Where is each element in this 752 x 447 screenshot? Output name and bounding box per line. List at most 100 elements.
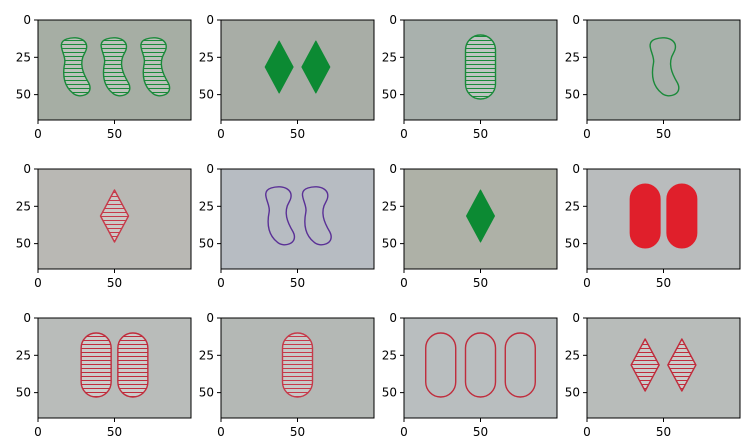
y-tick-label: 0 [23, 311, 31, 325]
x-tick-label: 0 [217, 276, 225, 290]
x-tick-label: 0 [34, 425, 42, 439]
x-tick-label: 0 [583, 276, 591, 290]
oval-symbol [117, 332, 149, 398]
oval-symbol [464, 34, 497, 100]
card-photo [587, 20, 740, 120]
y-tick-label: 0 [206, 13, 214, 27]
squiggle-symbol [649, 37, 680, 97]
y-tick-label: 50 [16, 386, 31, 400]
x-tick-label: 50 [656, 425, 671, 439]
oval-symbol [425, 332, 457, 398]
y-tick-label: 0 [389, 13, 397, 27]
x-tick-label: 0 [34, 276, 42, 290]
y-tick-label: 25 [382, 50, 397, 64]
x-tick-label: 0 [34, 127, 42, 141]
x-tick-label: 50 [107, 276, 122, 290]
x-tick-label: 50 [290, 425, 305, 439]
tile-two-diamond-red-striped: 0 25 50 0 50 [565, 311, 741, 439]
y-tick-label: 0 [206, 311, 214, 325]
card-photo [221, 169, 374, 269]
tile-three-oval-red-open: 0 25 50 0 50 [382, 311, 558, 439]
y-tick-label: 25 [382, 199, 397, 213]
card-photo [38, 318, 191, 418]
tile-one-oval-green-striped: 0 25 50 0 50 [382, 13, 558, 141]
y-tick-label: 0 [23, 13, 31, 27]
y-tick-label: 0 [572, 162, 580, 176]
x-tick-label: 50 [656, 276, 671, 290]
tile-two-oval-red-striped: 0 25 50 0 50 [16, 311, 192, 439]
y-tick-label: 25 [16, 199, 31, 213]
y-tick-label: 0 [389, 162, 397, 176]
oval-symbol [504, 332, 536, 398]
y-tick-label: 25 [16, 50, 31, 64]
card-photo [221, 20, 374, 120]
x-tick-label: 50 [656, 127, 671, 141]
y-tick-label: 0 [572, 13, 580, 27]
y-tick-label: 50 [565, 386, 580, 400]
y-tick-label: 25 [565, 348, 580, 362]
y-tick-label: 25 [382, 348, 397, 362]
y-tick-label: 25 [199, 199, 214, 213]
x-tick-label: 0 [583, 127, 591, 141]
y-tick-label: 50 [199, 88, 214, 102]
y-tick-label: 50 [382, 386, 397, 400]
y-tick-label: 50 [565, 237, 580, 251]
tile-two-oval-red-solid: 0 25 50 0 50 [565, 162, 741, 290]
oval-symbol [281, 332, 314, 398]
y-tick-label: 50 [382, 88, 397, 102]
y-tick-label: 25 [199, 50, 214, 64]
oval-symbol [80, 332, 112, 398]
tile-two-squiggle-purple-open: 0 25 50 0 50 [199, 162, 375, 290]
y-tick-label: 25 [199, 348, 214, 362]
card-photo [587, 169, 740, 269]
squiggle-symbol [60, 37, 91, 97]
x-tick-label: 50 [290, 276, 305, 290]
y-tick-label: 50 [16, 88, 31, 102]
tile-three-squiggle-green-striped: 0 25 50 0 50 [16, 13, 192, 141]
diamond-symbol [630, 338, 660, 392]
x-tick-label: 50 [473, 276, 488, 290]
x-tick-label: 0 [400, 425, 408, 439]
x-tick-label: 0 [217, 425, 225, 439]
oval-symbol [666, 183, 698, 249]
x-tick-label: 50 [107, 425, 122, 439]
diamond-symbol [667, 338, 697, 392]
y-tick-label: 50 [565, 88, 580, 102]
oval-symbol [464, 332, 497, 398]
oval-symbol [629, 183, 661, 249]
y-tick-label: 0 [389, 311, 397, 325]
x-tick-label: 0 [583, 425, 591, 439]
y-tick-label: 0 [572, 311, 580, 325]
x-tick-label: 0 [217, 127, 225, 141]
card-photo [404, 318, 557, 418]
y-tick-label: 50 [199, 386, 214, 400]
y-tick-label: 0 [23, 162, 31, 176]
y-tick-label: 50 [199, 237, 214, 251]
squiggle-symbol [100, 37, 131, 97]
y-tick-label: 0 [206, 162, 214, 176]
y-tick-label: 50 [382, 237, 397, 251]
tile-one-diamond-red-striped: 0 25 50 0 50 [16, 162, 192, 290]
tile-one-oval-red-striped: 0 25 50 0 50 [199, 311, 375, 439]
y-tick-label: 25 [565, 50, 580, 64]
y-tick-label: 25 [565, 199, 580, 213]
diamond-symbol [99, 189, 130, 243]
tile-two-diamond-green-solid: 0 25 50 0 50 [199, 13, 375, 141]
squiggle-symbol [265, 186, 296, 246]
tile-one-diamond-green-solid: 0 25 50 0 50 [382, 162, 558, 290]
squiggle-symbol [301, 186, 332, 246]
x-tick-label: 50 [107, 127, 122, 141]
y-tick-label: 50 [16, 237, 31, 251]
x-tick-label: 50 [473, 127, 488, 141]
tile-one-squiggle-green-open: 0 25 50 0 50 [565, 13, 741, 141]
x-tick-label: 0 [400, 127, 408, 141]
y-tick-label: 25 [16, 348, 31, 362]
squiggle-symbol [140, 37, 171, 97]
x-tick-label: 50 [290, 127, 305, 141]
x-tick-label: 50 [473, 425, 488, 439]
diamond-symbol [301, 40, 331, 94]
diamond-symbol [466, 189, 495, 243]
x-tick-label: 0 [400, 276, 408, 290]
diamond-symbol [264, 40, 294, 94]
